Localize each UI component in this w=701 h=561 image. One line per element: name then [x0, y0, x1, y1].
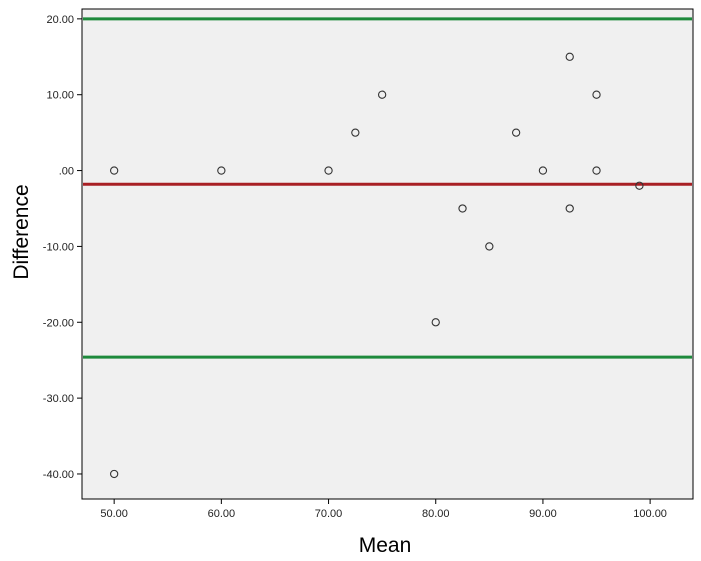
y-axis: 20.00 10.00 .00 -10.00 -20.00 -30.00 -40.00: [43, 14, 82, 481]
data-point: [324, 166, 333, 175]
data-point: [217, 166, 226, 175]
data-point: [431, 318, 440, 327]
y-axis-title: Difference: [10, 184, 33, 279]
data-point: [592, 166, 601, 175]
x-tick-label: 80.00: [422, 508, 450, 520]
x-tick-label: 50.00: [100, 508, 128, 520]
data-point: [110, 469, 119, 479]
data-point: [565, 204, 574, 213]
x-axis: 50.00 60.00 70.00 80.00 90.00 100.00: [100, 499, 667, 520]
x-tick-label: 100.00: [633, 508, 667, 520]
data-points: [110, 52, 644, 479]
x-axis-title: Mean: [359, 534, 412, 557]
data-point: [592, 90, 601, 99]
x-tick-label: 60.00: [208, 508, 236, 520]
y-tick-label: -40.00: [43, 469, 74, 481]
y-tick-label: 20.00: [46, 14, 74, 26]
data-point: [511, 128, 521, 137]
y-tick-label: -10.00: [43, 241, 74, 253]
y-tick-label: .00: [59, 166, 74, 178]
data-point: [377, 90, 387, 99]
data-point: [458, 204, 467, 213]
data-point: [635, 181, 644, 190]
data-point: [351, 128, 360, 137]
data-point: [565, 52, 574, 61]
x-tick-label: 70.00: [315, 508, 343, 520]
y-tick-label: -20.00: [43, 317, 74, 329]
data-point: [110, 166, 119, 175]
data-point: [485, 242, 494, 251]
y-tick-label: -30.00: [43, 393, 74, 405]
plot-area: [81, 8, 694, 500]
y-tick-label: 10.00: [46, 90, 74, 102]
x-tick-label: 90.00: [529, 508, 557, 520]
reference-lines: [83, 17, 692, 359]
data-point: [538, 166, 548, 175]
